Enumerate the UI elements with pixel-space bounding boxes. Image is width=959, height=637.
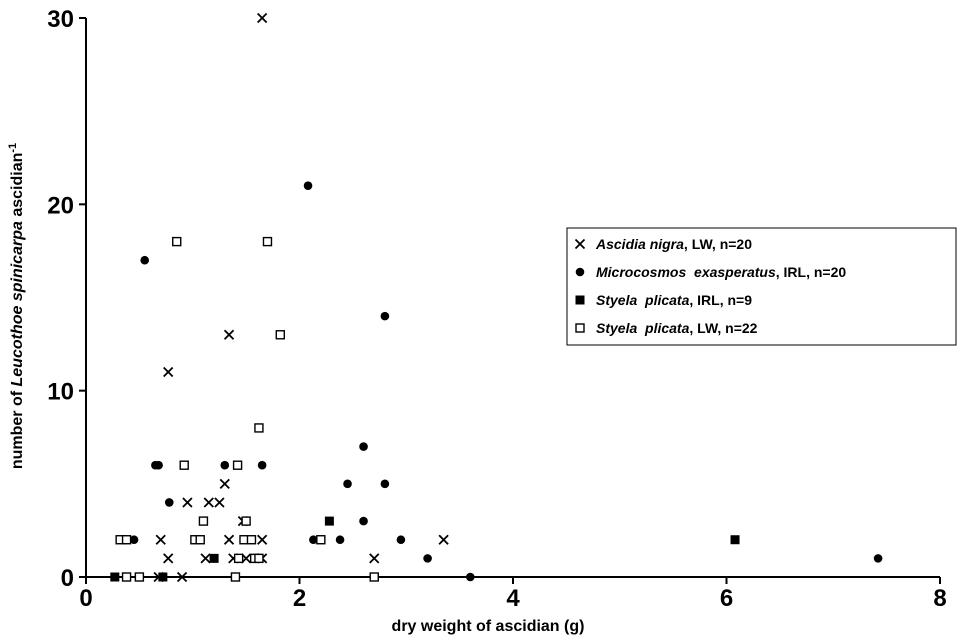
- ascidia-nigra-point: [219, 478, 230, 489]
- y-ticks: 0 10 20 30: [47, 6, 86, 592]
- x-tick-label: 2: [293, 585, 306, 612]
- ascidia-nigra-point: [155, 534, 166, 545]
- legend-marker: [575, 267, 585, 277]
- styela-lw-point: [241, 516, 251, 526]
- x-tick-label: 8: [933, 585, 946, 612]
- y-tick-label: 20: [47, 192, 74, 219]
- microcosmos-point: [129, 535, 139, 545]
- ascidia-nigra-point: [223, 534, 235, 545]
- y-axis-title-superscript: -1: [7, 143, 19, 153]
- legend-details: , IRL, n=20: [776, 264, 847, 280]
- ascidia-nigra-point: [438, 534, 449, 545]
- styela-lw-point: [121, 535, 132, 545]
- styela-lw-point: [195, 535, 205, 545]
- microcosmos-point: [380, 311, 390, 321]
- microcosmos-point: [303, 181, 313, 190]
- styela-irl-point: [158, 572, 168, 582]
- ascidia-nigra-point: [176, 571, 188, 583]
- styela-lw-point: [179, 460, 189, 470]
- legend-entry-label: Styela plicata, IRL, n=9: [596, 292, 752, 308]
- ascidia-nigra-point: [163, 366, 174, 378]
- styela-lw-point: [369, 572, 379, 582]
- y-axis-title-suffix: ascidian: [9, 153, 26, 221]
- ascidia-nigra-point: [369, 553, 380, 564]
- x-tick-label: 4: [506, 585, 520, 612]
- styela-lw-point: [198, 516, 209, 526]
- styela-irl-point: [730, 535, 740, 545]
- microcosmos-point: [220, 460, 230, 470]
- legend: Ascidia nigra, LW, n=20 Microcosmos exasp…: [566, 227, 957, 346]
- legend-entry-label: Styela plicata, LW, n=22: [596, 320, 758, 336]
- styela-irl-point: [110, 572, 120, 582]
- styela-lw-point: [172, 236, 182, 247]
- styela-lw-point: [232, 460, 243, 470]
- microcosmos-point: [873, 554, 883, 563]
- ascidia-nigra-point: [182, 497, 193, 508]
- x-axis-title: dry weight of ascidian (g): [392, 618, 585, 635]
- microcosmos-point: [343, 479, 352, 489]
- microcosmos-point: [164, 498, 174, 507]
- ascidia-nigra-point: [214, 497, 225, 508]
- ascidia-nigra-point: [163, 553, 174, 564]
- styela-lw-point: [275, 330, 285, 340]
- x-tick-label: 6: [720, 585, 733, 612]
- styela-lw-point: [316, 535, 326, 545]
- styela-lw-point: [233, 553, 244, 564]
- microcosmos-point: [335, 535, 345, 545]
- microcosmos-point: [359, 516, 368, 526]
- styela-lw-point: [121, 572, 132, 582]
- legend-marker: [575, 323, 585, 333]
- styela-lw-point: [230, 572, 241, 582]
- legend-species: Ascidia nigra: [595, 236, 684, 252]
- y-axis-title-species: Leucothoe spinicarpa: [9, 221, 26, 386]
- y-axis-title: number of Leucothoe spinicarpa ascidian-…: [7, 143, 26, 469]
- ascidia-nigra-point: [200, 553, 211, 564]
- y-tick-label: 0: [61, 565, 74, 592]
- legend-species: Microcosmos exasperatus: [596, 264, 776, 280]
- ascidia-nigra-point: [203, 497, 214, 508]
- microcosmos-point: [466, 572, 475, 582]
- microcosmos-point: [309, 535, 318, 545]
- styela-lw-point: [254, 553, 264, 564]
- styela-lw-point: [246, 535, 257, 545]
- microcosmos-point: [380, 479, 390, 489]
- legend-entry-label: Ascidia nigra, LW, n=20: [595, 236, 752, 252]
- microcosmos-point: [257, 460, 267, 470]
- legend-species: Styela plicata: [596, 320, 690, 336]
- legend-details: , IRL, n=9: [689, 292, 752, 308]
- styela-irl-point: [324, 516, 334, 526]
- data-points: [110, 12, 883, 583]
- ascidia-nigra-point: [223, 329, 235, 340]
- styela-lw-point: [134, 572, 145, 582]
- ascidia-nigra-point: [257, 534, 268, 545]
- legend-box: [566, 227, 957, 346]
- legend-marker: [575, 295, 585, 305]
- x-tick-label: 0: [79, 585, 92, 612]
- legend-entry-label: Microcosmos exasperatus, IRL, n=20: [596, 264, 846, 280]
- microcosmos-point: [140, 255, 150, 265]
- legend-details: , LW, n=22: [689, 320, 757, 336]
- x-ticks: 0 2 4 6 8: [79, 577, 947, 612]
- styela-irl-point: [209, 553, 219, 563]
- legend-details: , LW, n=20: [684, 236, 752, 252]
- styela-lw-point: [254, 423, 264, 433]
- y-tick-label: 30: [47, 6, 74, 33]
- microcosmos-point: [359, 442, 368, 451]
- y-tick-label: 10: [47, 379, 74, 406]
- legend-species: Styela plicata: [596, 292, 690, 308]
- legend-marker: [574, 238, 586, 250]
- y-axis-title-prefix: number of: [9, 386, 26, 469]
- microcosmos-point: [423, 554, 432, 563]
- microcosmos-point: [396, 535, 406, 545]
- microcosmos-point: [154, 460, 163, 470]
- ascidia-nigra-point: [257, 12, 268, 24]
- styela-lw-point: [262, 236, 273, 247]
